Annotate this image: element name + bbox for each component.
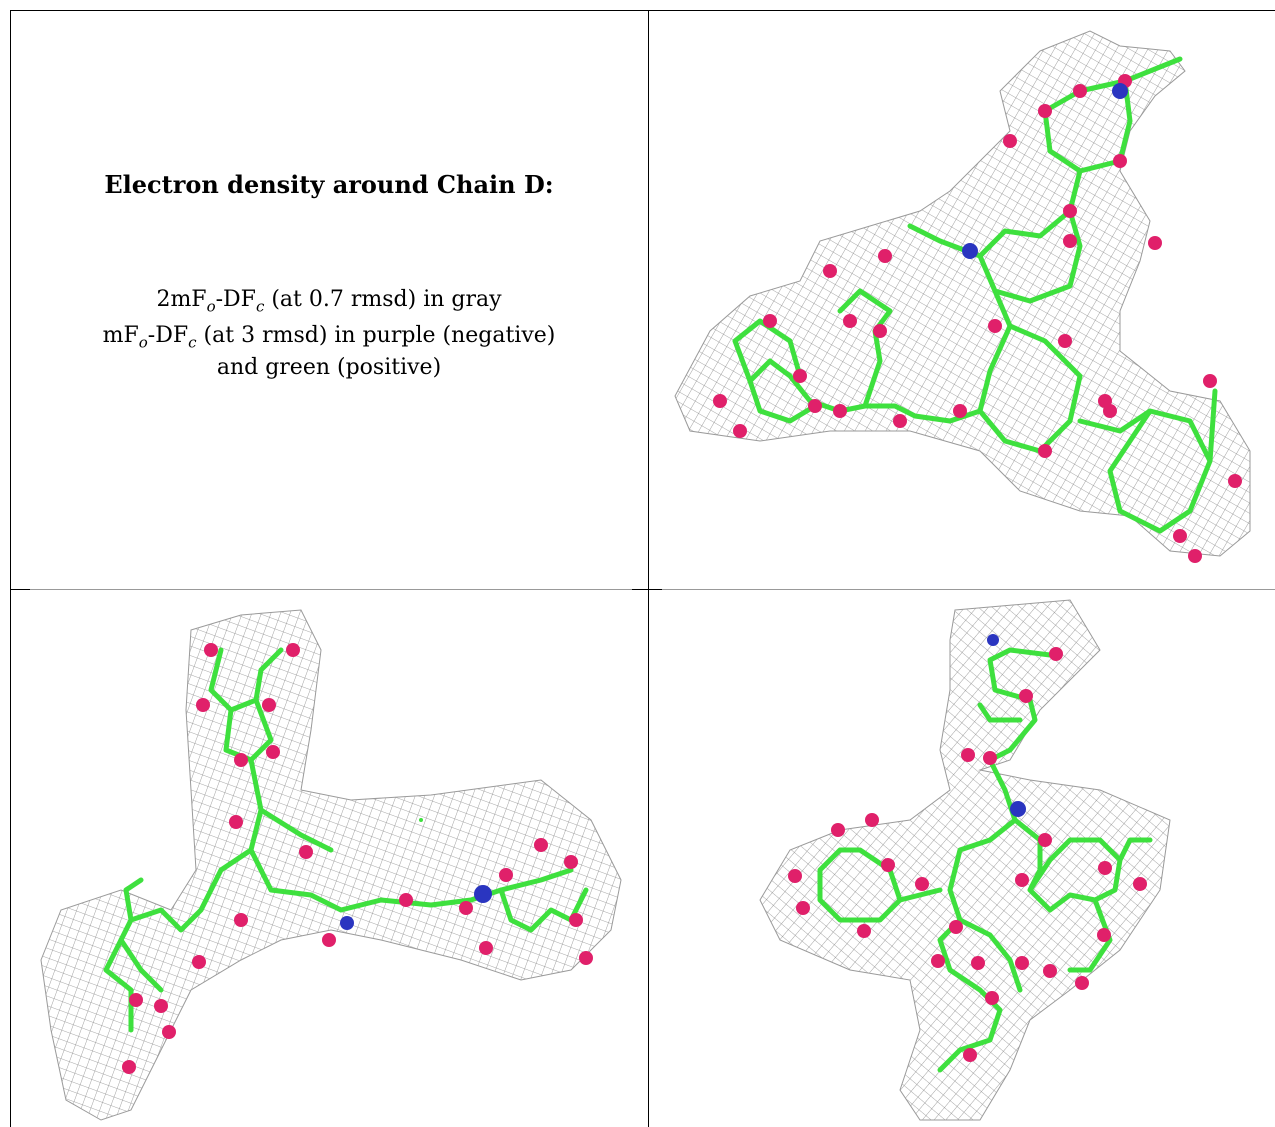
density-mesh: [674, 30, 1251, 557]
density-mesh: [40, 609, 622, 1121]
border-middle-vertical: [648, 10, 649, 1127]
legend-line-purple-a: mF: [102, 323, 139, 348]
density-panel-bottom-left: [11, 590, 648, 1127]
molecule-render-1: [674, 30, 1251, 563]
legend-line-gray: 2mFo-DFc (at 0.7 rmsd) in gray: [10, 287, 648, 315]
density-mesh: [759, 599, 1171, 1121]
border-tick-2: [632, 589, 662, 590]
density-panel-top-right: [650, 11, 1275, 588]
legend-line-green: and green (positive): [216, 355, 442, 380]
legend-line-gray-a: 2mF: [156, 287, 207, 312]
legend-line-gray-b: -DF: [215, 287, 256, 312]
molecule-render-3: [759, 599, 1171, 1121]
positive-density-dot: [419, 818, 423, 822]
molecule-render-2: [40, 609, 622, 1121]
border-tick-1: [10, 589, 30, 590]
legend-line-purple-sub-o: o: [138, 333, 148, 352]
legend-line-purple-c: (at 3 rmsd) in purple (negative): [196, 323, 556, 348]
legend-line-purple-b: -DF: [147, 323, 189, 348]
legend-line-gray-c: (at 0.7 rmsd) in gray: [264, 287, 502, 312]
legend-line-purple: mFo-DFc (at 3 rmsd) in purple (negative): [10, 323, 648, 351]
border-left: [10, 10, 11, 1127]
legend-line-gray-sub-o: o: [206, 297, 216, 316]
legend-line-purple-sub-c: c: [188, 333, 197, 352]
legend-line-gray-sub-c: c: [255, 297, 265, 316]
legend-cell: Electron density around Chain D: 2mFo-DF…: [10, 10, 648, 588]
density-panel-bottom-right: [650, 590, 1275, 1127]
legend-title: Electron density around Chain D:: [104, 170, 554, 199]
border-top: [10, 10, 1275, 11]
